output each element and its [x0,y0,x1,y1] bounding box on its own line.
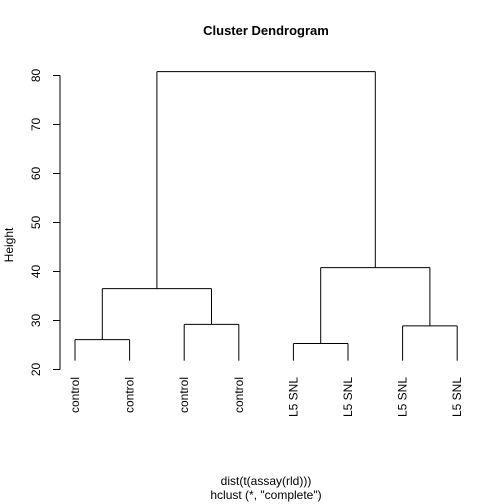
y-tick-label-70: 70 [29,118,43,132]
merge-6 [156,71,376,289]
y-tick-label-50: 50 [29,216,43,230]
merge-3 [292,343,349,361]
y-axis: 20 30 40 50 60 70 80 [29,69,61,377]
leaf-label-3: control [232,377,246,413]
y-tick-label-80: 80 [29,69,43,83]
x-axis-label-line-1: dist(t(assay(rld))) [221,474,312,488]
leaf-label-4: L5 SNL [286,377,300,417]
dendrogram-tree [74,71,458,361]
y-tick-label-60: 60 [29,167,43,181]
y-tick-label-20: 20 [29,363,43,377]
chart-title: Cluster Dendrogram [203,23,329,38]
y-axis-label: Height [2,227,16,262]
y-tick-label-30: 30 [29,314,43,328]
x-axis-label-line-2: hclust (*, "complete") [210,488,321,502]
leaf-label-1: control [123,377,137,413]
leaf-labels: control control control control L5 SNL L5 SNL… [68,377,464,417]
leaf-label-5: L5 SNL [341,377,355,417]
leaf-label-6: L5 SNL [396,377,410,417]
merge-2 [101,288,212,340]
leaf-label-2: control [177,377,191,413]
leaf-label-0: control [68,377,82,413]
merge-1 [183,323,240,361]
merge-0 [74,339,131,361]
merge-5 [320,267,431,344]
merge-4 [402,325,458,361]
y-tick-label-40: 40 [29,265,43,279]
leaf-label-7: L5 SNL [450,377,464,417]
